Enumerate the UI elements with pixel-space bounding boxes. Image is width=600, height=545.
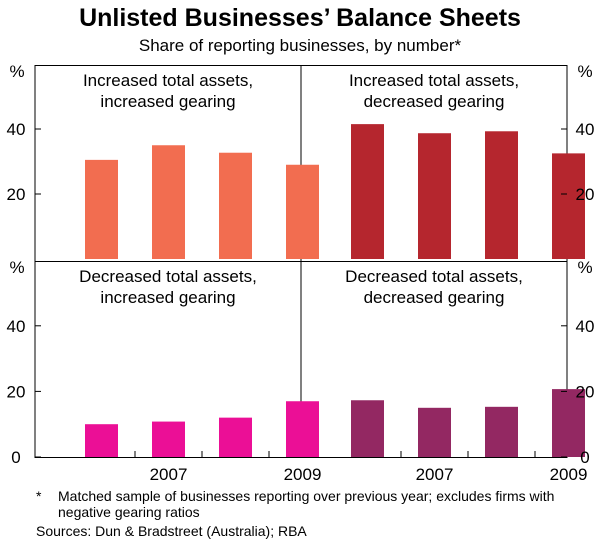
y-tick-label-left: 40 <box>7 317 26 336</box>
sources-note: Sources: Dun & Bradstreet (Australia); R… <box>36 523 307 539</box>
bar-panel4-2007 <box>418 407 451 457</box>
panel-title-top-right: Increased total assets, decreased gearin… <box>349 71 519 111</box>
bar-panel2-2009 <box>552 153 585 259</box>
bar-panel3-2009 <box>286 401 319 457</box>
y-tick-label-left: 0 <box>11 448 20 467</box>
bar-panel1-2008 <box>219 152 252 259</box>
y-tick-label-left: 40 <box>7 120 26 139</box>
y-tick-label-left: 20 <box>7 382 26 401</box>
bar-panel4-2009 <box>552 389 585 457</box>
x-tick-label: 2009 <box>550 465 588 484</box>
panel-title-bottom-right: Decreased total assets, decreased gearin… <box>345 267 523 307</box>
y-tick-label-right: 40 <box>576 120 595 139</box>
x-tick-label: 2007 <box>150 465 188 484</box>
footnote-text: Matched sample of businesses reporting o… <box>58 488 555 520</box>
panel-title-line1: Increased total assets, <box>83 71 253 90</box>
bar-panel1-2007 <box>152 145 185 259</box>
y-tick-label-right: 20 <box>576 382 595 401</box>
unit-label-bottom-right: % <box>577 258 592 277</box>
bar-panel1-2006 <box>85 159 118 259</box>
panel-title-line1: Increased total assets, <box>349 71 519 90</box>
y-tick-label-left: 20 <box>7 185 26 204</box>
bar-panel3-2006 <box>85 424 118 457</box>
bar-panel4-2006 <box>351 400 384 457</box>
panel-title-top-left: Increased total assets, increased gearin… <box>83 71 253 111</box>
panel-title-line2: decreased gearing <box>364 92 505 111</box>
y-tick-label-right: 40 <box>576 317 595 336</box>
bar-panel4-2008 <box>485 406 518 457</box>
chart-title: Unlisted Businesses’ Balance Sheets <box>79 4 521 32</box>
panel-title-line2: increased gearing <box>100 288 235 307</box>
bar-panel3-2007 <box>152 421 185 457</box>
bar-panel1-2009 <box>286 164 319 259</box>
panel-title-line1: Decreased total assets, <box>79 267 257 286</box>
unit-label-top-left: % <box>9 62 24 81</box>
x-tick-label: 2009 <box>284 465 322 484</box>
unit-label-bottom-left: % <box>9 258 24 277</box>
y-tick-label-right: 20 <box>576 185 595 204</box>
bar-panel2-2007 <box>418 133 451 259</box>
panel-title-bottom-left: Decreased total assets, increased gearin… <box>79 267 257 307</box>
footnote-marker: * <box>36 488 42 504</box>
bar-panel2-2008 <box>485 131 518 259</box>
bar-panel3-2008 <box>219 417 252 457</box>
y-tick-label-right: 0 <box>580 448 589 467</box>
unit-label-top-right: % <box>577 62 592 81</box>
x-tick-label: 2007 <box>416 465 454 484</box>
chart-subtitle: Share of reporting businesses, by number… <box>138 36 462 55</box>
panel-title-line1: Decreased total assets, <box>345 267 523 286</box>
bar-panel2-2006 <box>351 124 384 259</box>
panel-title-line2: increased gearing <box>100 92 235 111</box>
panel-title-line2: decreased gearing <box>364 288 505 307</box>
